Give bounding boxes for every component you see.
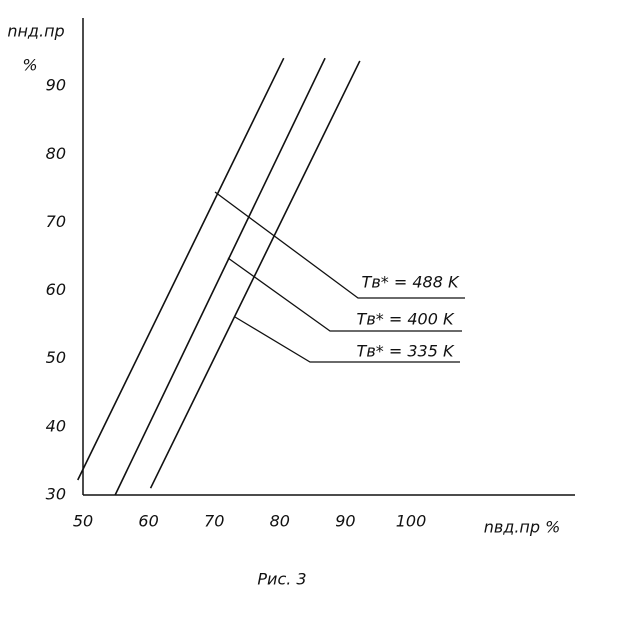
x-axis-label: nвд.пр % bbox=[484, 518, 561, 537]
series-line bbox=[77, 57, 285, 481]
leader-line bbox=[234, 316, 460, 363]
y-axis-unit: % bbox=[22, 56, 37, 75]
x-tick-label: 60 bbox=[138, 512, 158, 531]
y-tick-label: 40 bbox=[46, 416, 66, 435]
y-tick-label: 30 bbox=[46, 485, 66, 504]
series-label: Tв* = 488 K bbox=[362, 273, 460, 292]
leader-line bbox=[227, 257, 462, 332]
caption: Рис. 3 bbox=[257, 570, 306, 589]
series-label: Tв* = 400 K bbox=[357, 310, 455, 329]
y-tick-label: 70 bbox=[46, 212, 66, 231]
leader-line bbox=[214, 191, 465, 299]
series-line bbox=[114, 57, 326, 496]
series-line bbox=[149, 60, 361, 489]
y-tick-label: 50 bbox=[46, 348, 66, 367]
x-tick-label: 90 bbox=[335, 512, 355, 531]
series-label: Tв* = 335 K bbox=[357, 342, 455, 361]
x-tick-label: 70 bbox=[204, 512, 224, 531]
y-axis-label: nнд.пр bbox=[7, 22, 64, 41]
y-tick-label: 80 bbox=[46, 144, 66, 163]
y-tick-label: 90 bbox=[46, 76, 66, 95]
y-tick-label: 60 bbox=[46, 280, 66, 299]
x-tick-label: 80 bbox=[270, 512, 290, 531]
x-tick-label: 100 bbox=[396, 512, 427, 531]
x-tick-label: 50 bbox=[73, 512, 93, 531]
